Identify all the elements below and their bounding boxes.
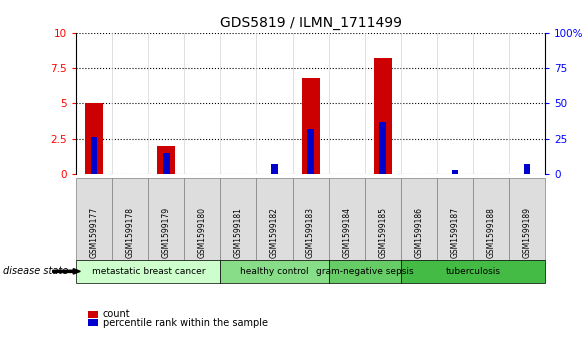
Text: count: count	[103, 309, 130, 319]
Text: GSM1599184: GSM1599184	[342, 207, 351, 258]
Text: GSM1599180: GSM1599180	[198, 207, 207, 258]
Text: GSM1599183: GSM1599183	[306, 207, 315, 258]
Bar	[163, 153, 169, 174]
Text: disease state: disease state	[3, 266, 68, 276]
Text: tuberculosis: tuberculosis	[445, 267, 500, 276]
Text: GSM1599179: GSM1599179	[162, 207, 171, 258]
Bar	[91, 138, 97, 174]
Text: gram-negative sepsis: gram-negative sepsis	[316, 267, 414, 276]
Text: GSM1599182: GSM1599182	[270, 207, 279, 258]
Text: GSM1599177: GSM1599177	[90, 207, 98, 258]
Text: GSM1599178: GSM1599178	[126, 207, 135, 258]
Text: healthy control: healthy control	[240, 267, 309, 276]
Bar	[307, 129, 314, 174]
Bar	[380, 122, 386, 174]
Bar	[302, 78, 319, 174]
Text: GSM1599187: GSM1599187	[450, 207, 459, 258]
Text: GSM1599188: GSM1599188	[486, 207, 495, 258]
Text: GSM1599181: GSM1599181	[234, 207, 243, 258]
Bar	[271, 164, 278, 174]
Text: GSM1599186: GSM1599186	[414, 207, 423, 258]
Text: GSM1599185: GSM1599185	[378, 207, 387, 258]
Bar	[85, 103, 103, 174]
Text: percentile rank within the sample: percentile rank within the sample	[103, 318, 268, 328]
Text: GSM1599189: GSM1599189	[523, 207, 532, 258]
Bar	[374, 58, 391, 174]
Bar	[452, 170, 458, 174]
Bar	[524, 164, 530, 174]
Text: metastatic breast cancer: metastatic breast cancer	[91, 267, 205, 276]
Bar	[157, 146, 175, 174]
Title: GDS5819 / ILMN_1711499: GDS5819 / ILMN_1711499	[220, 16, 401, 30]
